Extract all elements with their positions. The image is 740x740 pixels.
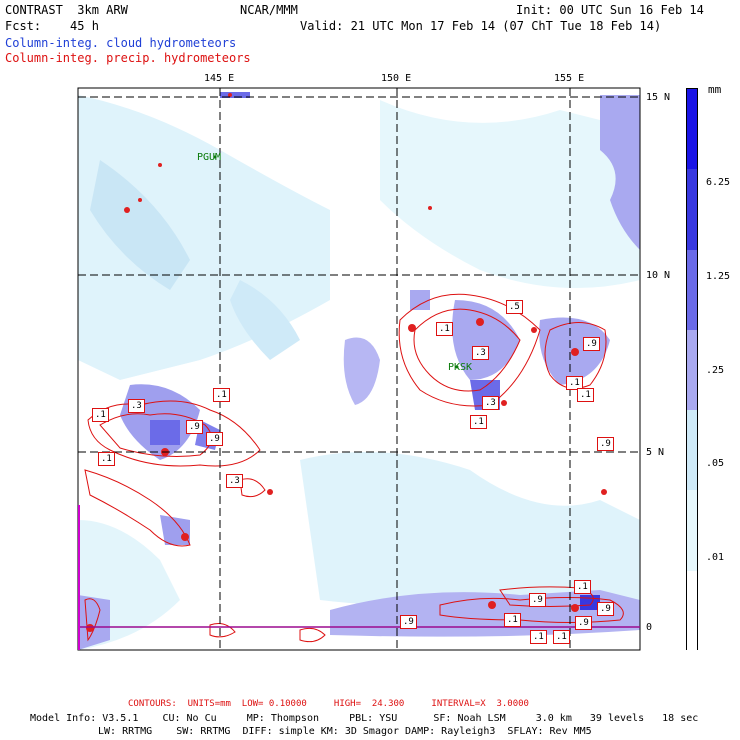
forecast-hour: Fcst: 45 h — [5, 19, 99, 33]
contours-info: CONTOURS: UNITS=mm LOW= 0.10000 HIGH= 24… — [128, 699, 529, 709]
lat-label-5n: 5 N — [646, 447, 665, 458]
contour-label: .9 — [529, 593, 546, 607]
colorbar-band — [687, 329, 697, 411]
colorbar — [686, 88, 698, 652]
map-frame — [77, 87, 641, 651]
valid-time: Valid: 21 UTC Mon 17 Feb 14 (07 ChT Tue … — [300, 19, 662, 33]
lon-label-155e: 155 E — [554, 73, 585, 84]
contour-label: .1 — [213, 388, 230, 402]
station-label-pgum: PGUM — [197, 152, 222, 163]
colorbar-band — [687, 570, 697, 652]
lon-label-150e: 150 E — [381, 73, 412, 84]
colorbar-band — [687, 169, 697, 251]
lat-lon-grid — [78, 88, 640, 650]
legend-cloud-label: Column-integ. cloud hydrometeors — [5, 36, 237, 50]
model-title: CONTRAST 3km ARW — [5, 3, 128, 17]
center-label: NCAR/MMM — [240, 3, 298, 17]
contour-label: .9 — [597, 602, 614, 616]
contour-label: .1 — [92, 408, 109, 422]
contour-label: .9 — [575, 616, 592, 630]
station-label-pksk: PKSK — [448, 362, 473, 373]
colorbar-unit: mm — [708, 83, 722, 96]
contour-label: .9 — [597, 437, 614, 451]
contour-label: .1 — [530, 630, 547, 644]
contour-label: .1 — [553, 630, 570, 644]
init-time: Init: 00 UTC Sun 16 Feb 14 — [516, 3, 704, 17]
contour-label: .1 — [470, 415, 487, 429]
contour-label: .9 — [206, 432, 223, 446]
lat-label-15n: 15 N — [646, 92, 671, 103]
contour-label: .3 — [482, 396, 499, 410]
contour-label: .1 — [436, 322, 453, 336]
contour-label: .5 — [506, 300, 523, 314]
colorbar-level-.05: .05 — [706, 458, 725, 469]
contour-label: .9 — [583, 337, 600, 351]
colorbar-band — [687, 490, 697, 572]
contour-label: .1 — [577, 388, 594, 402]
contour-label: .1 — [98, 452, 115, 466]
station-marker-pksk — [455, 365, 459, 369]
contour-label: .1 — [574, 580, 591, 594]
contour-label: .1 — [504, 613, 521, 627]
lat-label-10n: 10 N — [646, 270, 671, 281]
colorbar-band — [687, 410, 697, 491]
precip-map — [77, 87, 641, 651]
contour-label: .3 — [226, 474, 243, 488]
colorbar-band — [687, 89, 697, 170]
contour-label: .1 — [566, 376, 583, 390]
model-info-line2: LW: RRTMG SW: RRTMG DIFF: simple KM: 3D … — [98, 726, 592, 737]
model-info-line1: Model Info: V3.5.1 CU: No Cu MP: Thompso… — [30, 713, 699, 724]
lon-label-145e: 145 E — [204, 73, 235, 84]
contour-label: .3 — [472, 346, 489, 360]
contour-label: .9 — [400, 615, 417, 629]
colorbar-band — [687, 249, 697, 331]
contour-label: .9 — [186, 420, 203, 434]
lat-label-0: 0 — [646, 622, 653, 633]
colorbar-level-6.25: 6.25 — [706, 177, 731, 188]
legend-precip-label: Column-integ. precip. hydrometeors — [5, 51, 251, 65]
cloud-field — [78, 92, 640, 650]
station-marker-pgum — [213, 155, 217, 159]
colorbar-level-.25: .25 — [706, 365, 725, 376]
colorbar-level-.01: .01 — [706, 552, 725, 563]
colorbar-level-1.25: 1.25 — [706, 271, 731, 282]
contour-label: .3 — [128, 399, 145, 413]
